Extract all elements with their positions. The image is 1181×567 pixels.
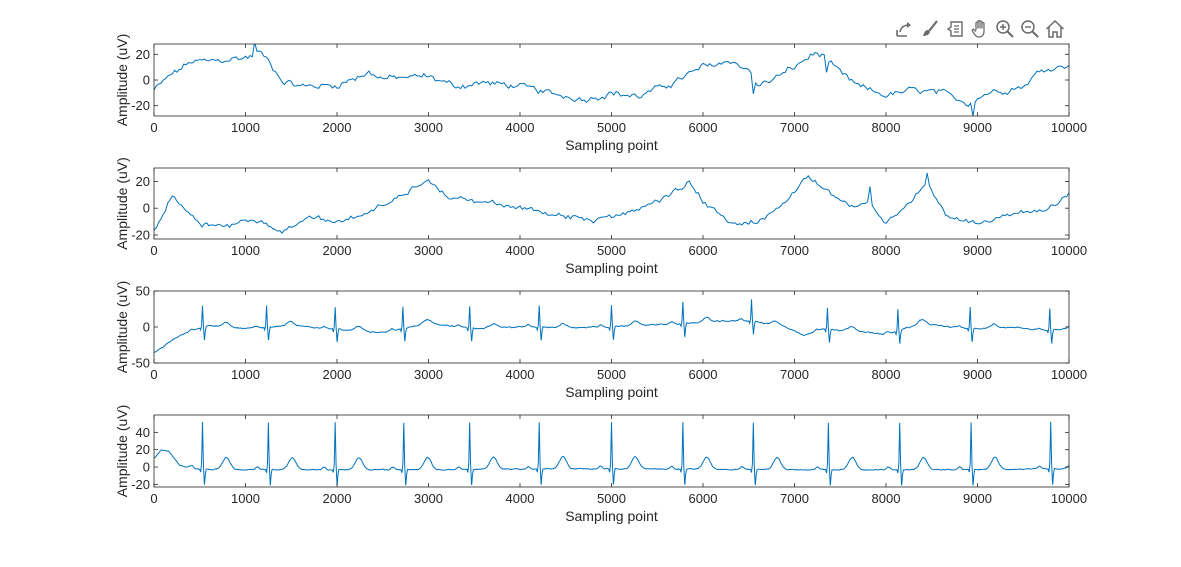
pan-icon xyxy=(971,19,985,38)
signal-trace-2 xyxy=(154,172,1069,235)
x-tick-label: 4000 xyxy=(506,243,535,258)
zoom-in-icon xyxy=(996,20,1014,38)
x-tick-label: 2000 xyxy=(323,243,352,258)
x-tick-label: 1000 xyxy=(231,120,260,135)
x-tick-label: 8000 xyxy=(872,120,901,135)
x-tick-label: 5000 xyxy=(597,243,626,258)
signal-trace-1 xyxy=(154,44,1069,116)
subplot-1: 0 1000 2000 3000 4000 5000 6000 7000 8000 9000 100… xyxy=(114,34,1087,153)
x-tick-label: 9000 xyxy=(963,491,992,506)
y-tick-label: 20 xyxy=(136,174,150,189)
x-tick-label: 0 xyxy=(150,120,157,135)
x-tick-label: 6000 xyxy=(689,491,718,506)
home-button[interactable] xyxy=(1043,17,1067,41)
y-axis-label: Amplitude (uV) xyxy=(114,281,130,374)
brush-button[interactable] xyxy=(918,17,942,41)
datatip-icon xyxy=(946,21,963,37)
subplot-3: 0 1000 2000 3000 4000 5000 6000 7000 8000 9000 100… xyxy=(114,281,1087,400)
y-tick-label: 0 xyxy=(143,320,150,335)
x-tick-label: 6000 xyxy=(689,120,718,135)
subplot-4: 0 1000 2000 3000 4000 5000 6000 7000 8000 9000 100… xyxy=(114,405,1087,524)
x-tick-label: 2000 xyxy=(323,491,352,506)
y-tick-label: 0 xyxy=(143,73,150,88)
y-axis-label: Amplitude (uV) xyxy=(114,157,130,250)
x-axis-label: Sampling point xyxy=(565,260,658,276)
x-tick-label: 3000 xyxy=(414,120,443,135)
x-tick-label: 4000 xyxy=(506,367,535,382)
x-tick-label: 5000 xyxy=(597,120,626,135)
x-tick-label: 7000 xyxy=(780,120,809,135)
x-tick-label: 2000 xyxy=(323,120,352,135)
x-tick-label: 10000 xyxy=(1051,243,1087,258)
y-tick-label: -50 xyxy=(131,356,150,371)
x-tick-label: 2000 xyxy=(323,367,352,382)
x-tick-label: 9000 xyxy=(963,243,992,258)
zoom-in-button[interactable] xyxy=(993,17,1017,41)
x-axis-label: Sampling point xyxy=(565,508,658,524)
x-tick-label: 5000 xyxy=(597,491,626,506)
brush-icon xyxy=(923,20,938,36)
export-icon xyxy=(896,22,911,37)
x-tick-label: 10000 xyxy=(1051,120,1087,135)
x-tick-label: 7000 xyxy=(780,367,809,382)
y-tick-label: -20 xyxy=(131,98,150,113)
x-tick-label: 8000 xyxy=(872,491,901,506)
y-tick-label: 0 xyxy=(143,460,150,475)
signal-trace-4 xyxy=(154,421,1069,486)
x-tick-label: 1000 xyxy=(231,243,260,258)
axes-toolbar[interactable] xyxy=(893,17,1073,43)
x-axis-label: Sampling point xyxy=(565,384,658,400)
x-tick-label: 1000 xyxy=(231,491,260,506)
x-tick-label: 8000 xyxy=(872,367,901,382)
x-tick-label: 10000 xyxy=(1051,491,1087,506)
x-tick-label: 7000 xyxy=(780,243,809,258)
x-tick-label: 3000 xyxy=(414,491,443,506)
x-tick-label: 10000 xyxy=(1051,367,1087,382)
x-tick-label: 0 xyxy=(150,243,157,258)
y-axis-label: Amplitude (uV) xyxy=(114,34,130,127)
y-tick-label: -20 xyxy=(131,227,150,242)
x-tick-label: 9000 xyxy=(963,120,992,135)
x-tick-label: 8000 xyxy=(872,243,901,258)
y-tick-label: -20 xyxy=(131,477,150,492)
x-axis-label: Sampling point xyxy=(565,137,658,153)
x-tick-label: 5000 xyxy=(597,367,626,382)
x-tick-label: 3000 xyxy=(414,243,443,258)
x-tick-label: 7000 xyxy=(780,491,809,506)
axes-box xyxy=(153,167,1070,240)
pan-button[interactable] xyxy=(968,17,992,41)
axes-box xyxy=(153,43,1070,117)
x-tick-label: 0 xyxy=(150,491,157,506)
x-tick-label: 0 xyxy=(150,367,157,382)
y-tick-label: 40 xyxy=(136,425,150,440)
export-button[interactable] xyxy=(893,17,917,41)
x-tick-label: 4000 xyxy=(506,491,535,506)
x-tick-label: 6000 xyxy=(689,243,718,258)
axes-box xyxy=(153,290,1070,364)
home-icon xyxy=(1045,19,1065,38)
x-tick-label: 1000 xyxy=(231,367,260,382)
y-tick-label: 20 xyxy=(136,442,150,457)
x-tick-label: 3000 xyxy=(414,367,443,382)
y-tick-label: 20 xyxy=(136,47,150,62)
datatip-button[interactable] xyxy=(943,17,967,41)
x-tick-label: 6000 xyxy=(689,367,718,382)
x-tick-label: 9000 xyxy=(963,367,992,382)
zoom-out-icon xyxy=(1021,20,1039,38)
y-tick-label: 50 xyxy=(136,284,150,299)
zoom-out-button[interactable] xyxy=(1018,17,1042,41)
signal-trace-3 xyxy=(154,299,1069,353)
y-axis-label: Amplitude (uV) xyxy=(114,405,130,498)
x-tick-label: 4000 xyxy=(506,120,535,135)
y-tick-label: 0 xyxy=(143,201,150,216)
subplot-2: 0 1000 2000 3000 4000 5000 6000 7000 8000 9000 100… xyxy=(114,157,1087,276)
